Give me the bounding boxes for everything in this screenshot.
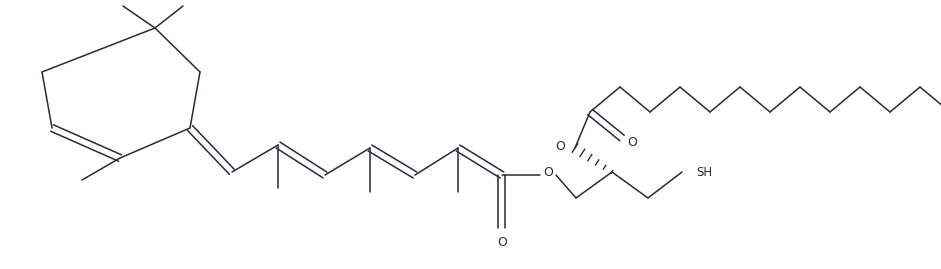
Text: O: O xyxy=(627,136,637,148)
Text: O: O xyxy=(555,140,565,153)
Text: O: O xyxy=(497,235,507,249)
Text: O: O xyxy=(543,165,553,179)
Text: SH: SH xyxy=(696,165,712,179)
